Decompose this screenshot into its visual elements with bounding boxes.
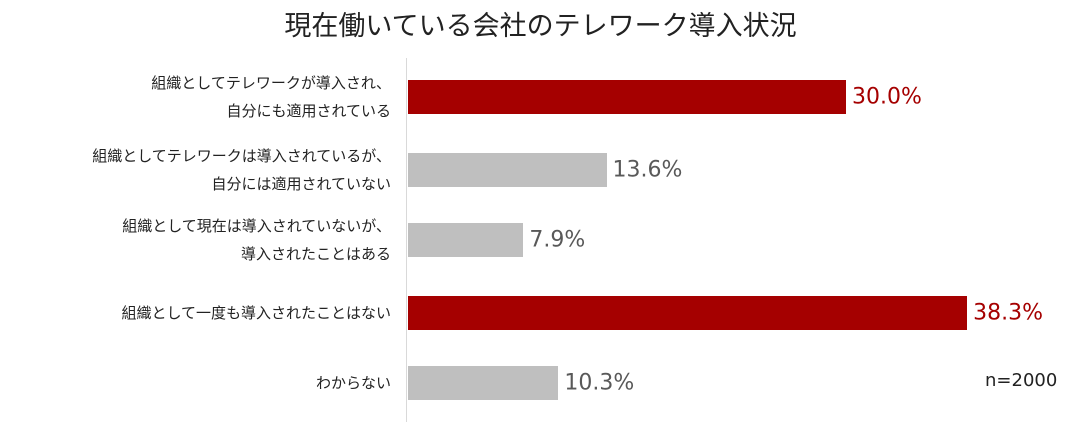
axis-line: [406, 58, 407, 422]
bar: [408, 366, 559, 400]
value-label: 10.3%: [564, 370, 635, 396]
category-label: わからない: [315, 374, 391, 392]
category-label: 組織として一度も導入されたことはない: [121, 304, 391, 322]
category-label: 組織としてテレワークは導入されているが、 自分には適用されていない: [92, 147, 391, 193]
category-label: 組織としてテレワークが導入され、 自分にも適用されている: [151, 74, 391, 120]
value-label: 38.3%: [973, 300, 1044, 326]
category-label: 組織として現在は導入されていないが、 導入されたことはある: [122, 217, 391, 263]
value-label: 13.6%: [612, 157, 683, 183]
chart-title: 現在働いている会社のテレワーク導入状況: [284, 11, 797, 42]
bar: [408, 296, 968, 330]
sample-note: n=2000: [985, 370, 1058, 391]
value-label: 30.0%: [852, 84, 922, 110]
bar: [408, 153, 607, 187]
value-label: 7.9%: [529, 227, 586, 253]
bar: [408, 80, 846, 114]
bar: [408, 223, 524, 257]
